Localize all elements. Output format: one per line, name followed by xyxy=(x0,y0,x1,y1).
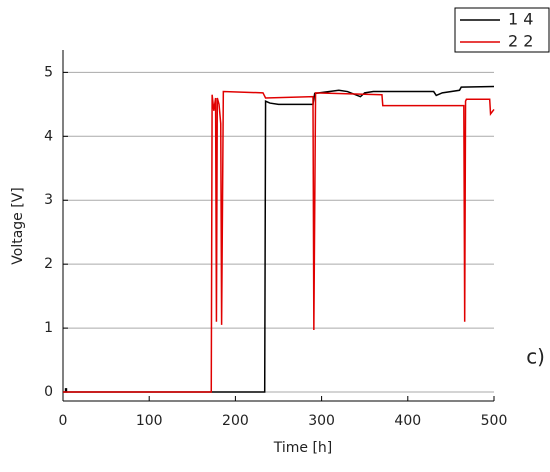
annotation: c) xyxy=(526,345,545,369)
y-tick-label: 5 xyxy=(44,64,53,80)
y-tick-label: 4 xyxy=(44,128,53,144)
x-tick-label: 200 xyxy=(222,413,249,429)
y-tick-label: 3 xyxy=(44,192,53,208)
x-axis-label: Time [h] xyxy=(273,440,333,456)
y-tick-label: 2 xyxy=(44,256,53,272)
series-line xyxy=(63,85,495,393)
y-axis-label: Voltage [V] xyxy=(10,187,26,264)
x-tick-label: 100 xyxy=(136,413,163,429)
legend-label: 2 2 xyxy=(508,32,533,51)
x-tick-label: 500 xyxy=(481,413,508,429)
x-tick-label: 300 xyxy=(308,413,335,429)
y-tick-label: 0 xyxy=(44,384,53,400)
x-tick-label: 0 xyxy=(59,413,68,429)
legend-label: 1 4 xyxy=(508,10,533,29)
y-tick-label: 1 xyxy=(44,320,53,336)
legend-box xyxy=(454,7,550,53)
x-tick-label: 400 xyxy=(394,413,421,429)
series-line xyxy=(63,90,495,393)
